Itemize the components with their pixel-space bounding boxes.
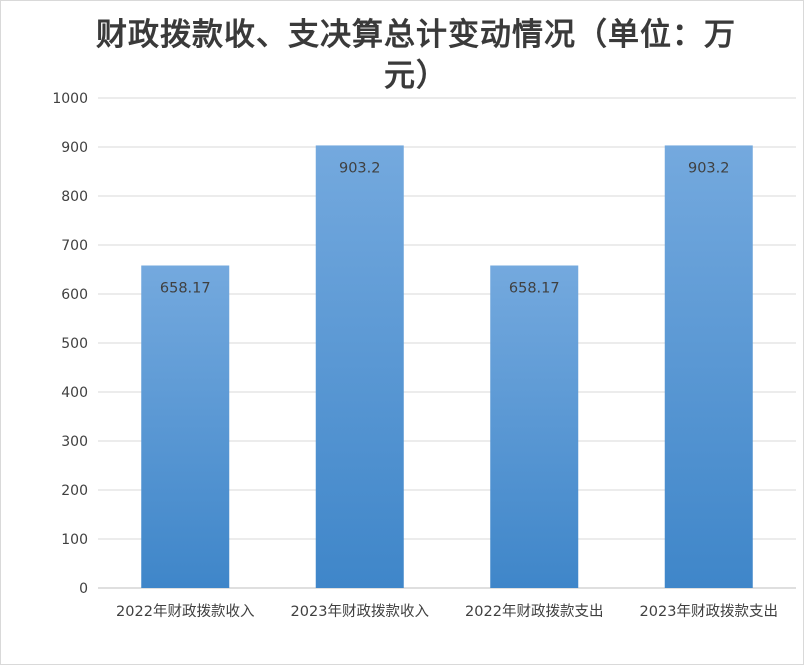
bar bbox=[490, 265, 579, 588]
data-label: 903.2 bbox=[339, 160, 381, 176]
y-tick-label: 500 bbox=[61, 336, 88, 352]
bar bbox=[664, 145, 753, 588]
x-category-label: 2023年财政拨款收入 bbox=[291, 603, 429, 620]
bar bbox=[141, 265, 230, 588]
y-tick-label: 800 bbox=[61, 189, 88, 205]
y-axis-tick-labels: 0 100 200 300 400 500 600 700 800 900 1000 bbox=[52, 91, 88, 597]
y-tick-label: 0 bbox=[79, 581, 88, 597]
y-tick-label: 700 bbox=[61, 238, 88, 254]
x-category-label: 2023年财政拨款支出 bbox=[640, 603, 778, 620]
bars bbox=[141, 145, 753, 588]
y-tick-label: 600 bbox=[61, 287, 88, 303]
y-tick-label: 300 bbox=[61, 434, 88, 450]
y-tick-label: 1000 bbox=[52, 91, 88, 107]
y-tick-label: 200 bbox=[61, 483, 88, 499]
x-axis-category-labels: 2022年财政拨款收入 2023年财政拨款收入 2022年财政拨款支出 2023年财政… bbox=[116, 603, 778, 620]
data-labels: 658.17 903.2 658.17 903.2 bbox=[160, 160, 730, 296]
data-label: 658.17 bbox=[509, 280, 560, 296]
data-label: 903.2 bbox=[688, 160, 730, 176]
y-tick-label: 100 bbox=[61, 532, 88, 548]
y-tick-label: 900 bbox=[61, 140, 88, 156]
chart-title: 财政拨款收、支决算总计变动情况（单位：万元） bbox=[96, 17, 736, 94]
x-category-label: 2022年财政拨款收入 bbox=[116, 603, 254, 620]
bar bbox=[315, 145, 404, 588]
x-category-label: 2022年财政拨款支出 bbox=[465, 603, 603, 620]
data-label: 658.17 bbox=[160, 280, 211, 296]
y-tick-label: 400 bbox=[61, 385, 88, 401]
